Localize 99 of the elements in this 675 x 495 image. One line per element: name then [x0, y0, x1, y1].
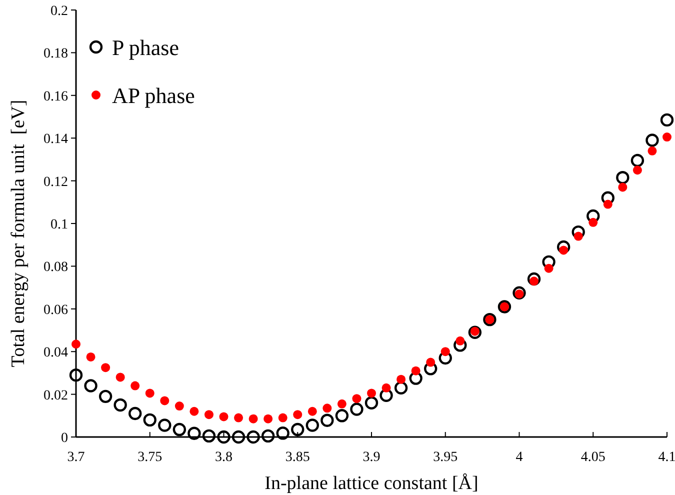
x-tick-label: 4.05 — [580, 450, 606, 465]
point — [72, 340, 80, 349]
point — [542, 255, 556, 269]
point — [188, 426, 201, 440]
point — [364, 396, 378, 410]
point — [246, 430, 260, 444]
point — [291, 422, 304, 436]
point — [648, 146, 657, 156]
point — [367, 388, 376, 398]
point — [512, 286, 526, 300]
point — [202, 429, 216, 443]
point — [248, 414, 258, 424]
point — [556, 240, 570, 254]
point — [456, 336, 465, 346]
y-tick-label: 0.12 — [44, 174, 68, 190]
point — [586, 209, 600, 223]
x-tick-label: 3.8 — [215, 450, 232, 465]
point — [320, 414, 334, 427]
point — [86, 352, 96, 362]
point — [603, 200, 612, 209]
legend-label: P phase — [112, 35, 180, 60]
y-tick-label: 0 — [61, 431, 68, 446]
point — [483, 312, 496, 326]
point — [306, 418, 319, 432]
y-axis-title: Total energy per formula unit [eV] — [8, 100, 29, 368]
point — [662, 132, 672, 142]
point — [382, 383, 391, 392]
x-axis-title: In-plane lattice constant [Å] — [264, 473, 478, 494]
point — [498, 300, 512, 314]
point — [204, 410, 214, 420]
point — [380, 388, 393, 402]
point — [350, 402, 364, 416]
point — [190, 406, 199, 416]
point — [660, 113, 674, 127]
point — [101, 363, 110, 372]
point — [440, 347, 450, 356]
point — [264, 414, 273, 424]
x-tick-label: 3.75 — [138, 450, 162, 465]
point — [219, 412, 228, 422]
point — [396, 374, 406, 384]
x-tick-label: 3.7 — [67, 450, 85, 465]
point — [572, 225, 585, 239]
point — [278, 413, 288, 422]
x-tick-label: 3.85 — [285, 450, 310, 465]
y-tick-label: 0.18 — [44, 46, 68, 62]
point — [130, 381, 140, 390]
x-tick-label: 4 — [516, 450, 523, 465]
point — [84, 379, 98, 392]
x-tick-label: 3.95 — [433, 450, 458, 465]
point — [438, 351, 452, 365]
point — [116, 372, 125, 382]
y-tick-label: 0.14 — [44, 132, 68, 148]
point — [172, 422, 186, 436]
point — [544, 264, 554, 273]
point — [322, 404, 332, 413]
point — [234, 413, 244, 422]
point — [337, 399, 346, 408]
x-tick-label: 4.1 — [658, 450, 675, 465]
point — [98, 390, 112, 404]
point — [308, 406, 317, 416]
point — [588, 218, 598, 227]
point — [293, 410, 302, 420]
y-tick-label: 0.2 — [50, 4, 68, 19]
point — [232, 430, 246, 444]
point — [217, 430, 230, 444]
point — [145, 388, 154, 398]
point — [352, 394, 362, 404]
point — [618, 182, 628, 192]
point — [114, 398, 127, 412]
point — [527, 272, 541, 286]
point — [409, 372, 422, 385]
point — [160, 396, 170, 406]
point — [261, 429, 275, 443]
point — [454, 338, 467, 352]
point — [69, 368, 83, 382]
y-tick-label: 0.16 — [44, 89, 68, 104]
y-tick-label: 0.1 — [50, 218, 68, 232]
point — [335, 409, 349, 422]
point — [630, 154, 644, 168]
y-tick-label: 0.06 — [44, 302, 68, 318]
point — [424, 362, 438, 376]
point — [158, 418, 172, 432]
y-tick-label: 0.08 — [44, 260, 68, 276]
point — [143, 413, 156, 427]
x-tick-label: 3.9 — [362, 450, 380, 465]
point — [276, 426, 290, 440]
point — [601, 191, 614, 204]
point — [426, 358, 436, 367]
point — [646, 134, 659, 147]
point — [411, 366, 420, 376]
y-tick-label: 0.04 — [44, 346, 68, 361]
point — [128, 406, 142, 420]
point — [468, 326, 482, 339]
legend-label: AP phase — [112, 83, 195, 108]
point — [174, 402, 184, 411]
y-tick-label: 0.02 — [44, 388, 68, 404]
point — [616, 171, 630, 184]
point — [632, 166, 642, 175]
point — [394, 381, 408, 394]
